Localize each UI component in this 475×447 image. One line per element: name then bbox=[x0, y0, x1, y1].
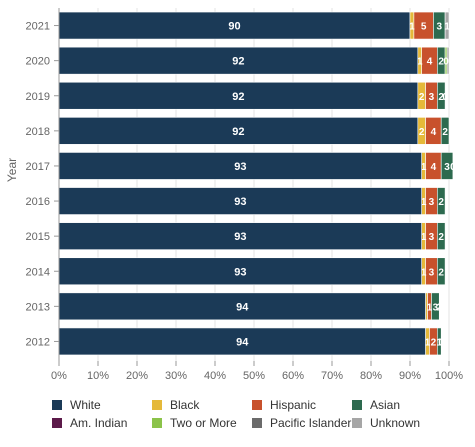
bar-segment bbox=[58, 117, 419, 145]
data-label: 0 bbox=[443, 57, 449, 68]
data-label: 93 bbox=[234, 266, 246, 278]
bar-segment bbox=[436, 222, 446, 250]
bars-layer bbox=[58, 11, 454, 356]
data-label: 3 bbox=[436, 22, 442, 33]
data-label: 1 bbox=[417, 57, 423, 68]
data-label: 3 bbox=[444, 162, 450, 173]
x-tick-label: 50% bbox=[243, 370, 265, 382]
data-label: 2 bbox=[436, 302, 442, 313]
x-tick-label: 80% bbox=[360, 370, 382, 382]
bar-segment bbox=[58, 327, 426, 356]
data-label: 3 bbox=[429, 92, 435, 103]
data-label: 1 bbox=[444, 22, 450, 33]
data-label: 4 bbox=[431, 162, 437, 173]
data-label: 0 bbox=[442, 92, 448, 103]
y-tick-label: 2014 bbox=[26, 266, 50, 278]
bar-segment bbox=[444, 11, 450, 40]
data-label: 2 bbox=[431, 337, 437, 348]
x-axis: 0% 10% 20% 30% 40% 50% 60% 70% 80% 90% 100% bbox=[51, 361, 463, 382]
y-tick-label: 2020 bbox=[26, 56, 50, 68]
x-tick-label: 40% bbox=[204, 370, 226, 382]
data-label: 92 bbox=[232, 91, 244, 103]
bar-segment bbox=[58, 46, 419, 75]
bar-segment bbox=[440, 117, 450, 145]
bar-segment bbox=[436, 257, 446, 286]
x-tick-label: 30% bbox=[165, 370, 187, 382]
data-label: 1 bbox=[421, 162, 427, 173]
data-label: 93 bbox=[234, 231, 246, 243]
data-label: 1 bbox=[421, 232, 427, 243]
y-tick-label: 2013 bbox=[26, 301, 50, 313]
data-label: 2 bbox=[419, 127, 425, 138]
bar-segment bbox=[436, 81, 446, 110]
bar-segment bbox=[58, 152, 423, 180]
x-tick-label: 0% bbox=[51, 370, 67, 382]
bar-segment bbox=[58, 187, 423, 215]
data-label: 3 bbox=[429, 232, 435, 243]
data-label: 93 bbox=[234, 196, 246, 208]
data-label: 0 bbox=[450, 162, 456, 173]
data-label: 3 bbox=[433, 302, 439, 313]
bar-segment bbox=[58, 222, 423, 250]
x-tick-label: 90% bbox=[399, 370, 421, 382]
data-label: 90 bbox=[228, 21, 240, 33]
data-label: 2 bbox=[438, 232, 444, 243]
data-label: 2 bbox=[438, 197, 444, 208]
bar-segment bbox=[58, 292, 426, 321]
bar-segment bbox=[446, 46, 450, 75]
data-label: 2 bbox=[438, 57, 444, 68]
data-label: 92 bbox=[232, 126, 244, 138]
data-label: 94 bbox=[236, 336, 249, 348]
data-label: 4 bbox=[431, 127, 437, 138]
data-label: 2 bbox=[442, 127, 448, 138]
x-tick-label: 20% bbox=[126, 370, 148, 382]
data-label: 3 bbox=[429, 197, 435, 208]
y-tick-label: 2012 bbox=[26, 336, 50, 348]
data-label: 1 bbox=[421, 197, 427, 208]
bar-segment bbox=[431, 292, 440, 321]
y-axis-title: Year bbox=[5, 158, 19, 182]
data-label: 1 bbox=[436, 337, 442, 348]
data-label: 0 bbox=[438, 337, 444, 348]
bar-segment bbox=[58, 257, 423, 286]
data-label: 1 bbox=[409, 22, 415, 33]
y-tick-label: 2015 bbox=[26, 231, 50, 243]
data-label: 5 bbox=[421, 22, 427, 33]
data-label: 93 bbox=[234, 161, 246, 173]
bar-segment bbox=[440, 152, 454, 180]
data-label: 4 bbox=[427, 57, 433, 68]
data-label: 92 bbox=[232, 56, 244, 68]
y-axis: 2021 2020 2019 2018 2017 2016 2015 2014 2013 2012 bbox=[26, 8, 60, 361]
x-tick-label: 10% bbox=[87, 370, 109, 382]
y-tick-label: 2021 bbox=[26, 21, 50, 33]
x-tick-label: 100% bbox=[435, 370, 463, 382]
y-tick-label: 2019 bbox=[26, 91, 50, 103]
y-tick-label: 2018 bbox=[26, 126, 50, 138]
x-tick-label: 60% bbox=[282, 370, 304, 382]
bar-segment bbox=[436, 327, 442, 356]
data-label: 1 bbox=[421, 267, 427, 278]
data-label: 3 bbox=[429, 267, 435, 278]
data-label: 94 bbox=[236, 301, 249, 313]
data-label: 1 bbox=[427, 302, 433, 313]
data-label: 2 bbox=[438, 267, 444, 278]
data-label: 2 bbox=[438, 92, 444, 103]
bar-segment bbox=[58, 11, 411, 40]
y-tick-label: 2017 bbox=[26, 161, 50, 173]
bar-segment bbox=[436, 187, 446, 215]
y-tick-label: 2016 bbox=[26, 196, 50, 208]
data-label: 1 bbox=[425, 337, 431, 348]
data-label: 2 bbox=[419, 92, 425, 103]
x-tick-label: 70% bbox=[321, 370, 343, 382]
